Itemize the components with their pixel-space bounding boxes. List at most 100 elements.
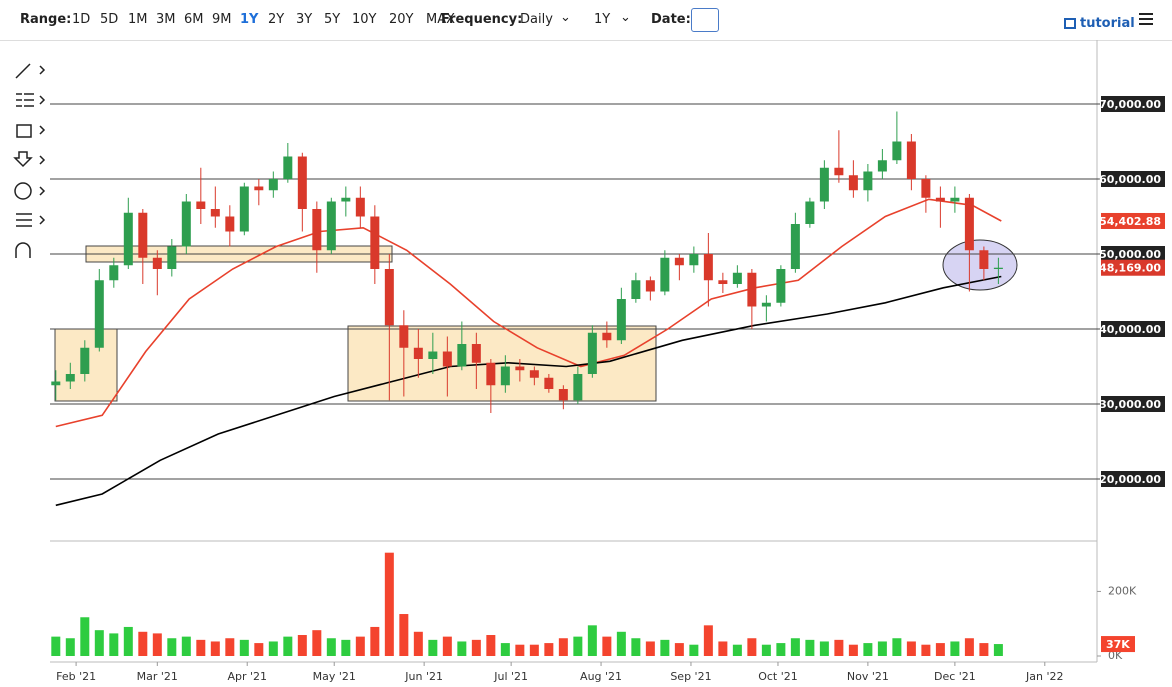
range-button[interactable]: 20Y	[389, 12, 414, 27]
volume-bar	[500, 643, 510, 656]
candle-body	[268, 179, 278, 191]
volume-bar	[906, 641, 916, 656]
candle-body	[123, 212, 133, 266]
chevron: ⌄	[560, 10, 571, 25]
volume-bar	[761, 644, 771, 656]
tool-misc	[16, 186, 46, 227]
chevron: ⌄	[620, 10, 631, 25]
volume-bar	[935, 643, 945, 656]
volume-bar	[544, 643, 554, 656]
candle-body	[674, 257, 684, 266]
x-tick-label: Apr '21	[227, 670, 267, 683]
volume-bar	[877, 641, 887, 656]
tool-fib	[16, 93, 46, 107]
volume-bar	[326, 638, 336, 656]
candle-body	[848, 175, 858, 191]
volume-bar	[167, 638, 177, 656]
tutorial-icon	[1064, 18, 1076, 29]
candle-body	[384, 269, 394, 326]
volume-bar	[413, 631, 423, 656]
volume-bar	[80, 617, 90, 656]
ma-label-bg	[1101, 212, 1165, 229]
candle-body	[355, 197, 365, 217]
range-button[interactable]: 3Y	[296, 12, 313, 27]
left-tools	[13, 63, 46, 258]
tutorial-link[interactable]: tutorial	[1080, 16, 1135, 31]
candle-body	[471, 344, 481, 363]
range-button[interactable]: 1M	[128, 12, 148, 27]
volume-bar	[428, 639, 438, 656]
volume-bar	[747, 638, 757, 656]
y-tick-label-text: 70,000.00	[1099, 98, 1161, 111]
volume-bar	[341, 639, 351, 656]
period-select[interactable]: 1Y	[594, 12, 611, 27]
tool-rect	[16, 124, 46, 138]
candle-body	[892, 141, 902, 161]
candle-body	[51, 381, 61, 386]
moving-average	[55, 275, 1002, 507]
frequency-label: Frequency:	[441, 12, 523, 27]
range-button[interactable]: 9M	[212, 12, 232, 27]
range-button[interactable]: 1D	[72, 12, 91, 27]
y-tick-label-text: 60,000.00	[1099, 173, 1161, 186]
volume-bar	[674, 643, 684, 656]
range-button[interactable]: 1Y	[240, 12, 259, 27]
range-button[interactable]: 5Y	[324, 12, 341, 27]
volume-bar	[718, 641, 728, 656]
frequency-select[interactable]: Daily	[520, 12, 553, 27]
x-tick-label: Feb '21	[56, 670, 96, 683]
volume-bar	[819, 641, 829, 656]
volume-bar	[254, 643, 264, 656]
candle-body	[239, 186, 249, 232]
x-tick-label: Jul '21	[493, 670, 528, 683]
range-button[interactable]: 3M	[156, 12, 176, 27]
y-tick-label-text: 30,000.00	[1099, 398, 1161, 411]
volume-bar	[123, 626, 133, 656]
menu-button[interactable]	[1139, 13, 1153, 25]
candle-body	[442, 351, 452, 367]
volume-bar	[297, 635, 307, 656]
tool-count	[14, 182, 32, 200]
volume-bar	[109, 633, 119, 656]
range-button[interactable]: 6M	[184, 12, 204, 27]
candle-body	[689, 254, 699, 266]
volume-bar	[921, 644, 931, 656]
volume-bar	[196, 639, 206, 656]
ma-label-text: 54,402.88	[1099, 215, 1161, 228]
y-tick-label: 70,000.00	[1099, 96, 1165, 112]
candle-body	[326, 201, 336, 251]
volume-bar	[776, 643, 786, 656]
volume-bar	[65, 638, 75, 656]
range-button[interactable]: MAX	[426, 12, 456, 27]
range-button[interactable]: 10Y	[352, 12, 377, 27]
range-button[interactable]: 5D	[100, 12, 119, 27]
volume-bar	[457, 641, 467, 656]
candle-body	[399, 325, 409, 348]
last-price-label-text: 48,169.00	[1099, 262, 1161, 275]
candle-body	[964, 197, 974, 251]
candle-body	[573, 374, 583, 401]
volume-bar	[355, 636, 365, 656]
candle-body	[732, 272, 742, 284]
volume-bar	[645, 641, 655, 656]
x-tick-label: Aug '21	[580, 670, 622, 683]
candle-body	[312, 209, 322, 251]
volume-bar	[993, 644, 1003, 656]
volume-bar	[442, 636, 452, 656]
candle-body	[529, 370, 539, 378]
volume-bar	[602, 636, 612, 656]
y-tick-label-text: 50,000.00	[1099, 248, 1161, 261]
date-label: Date:	[651, 12, 691, 27]
volume-tick-label: 0K	[1108, 649, 1123, 662]
volume-bar	[587, 625, 597, 656]
range-button[interactable]: 2Y	[268, 12, 285, 27]
last-price-label-bg	[1101, 259, 1165, 276]
toolbar: Range: 1D 5D 1M 3M 6M 9M 1Y 2Y 3Y 5Y 10Y 20Y MAX Fre…	[0, 0, 1172, 41]
candle-body	[500, 366, 510, 386]
y-tick-label: 50,000.00	[1099, 246, 1165, 262]
volume-bar	[979, 643, 989, 656]
candle-body	[718, 280, 728, 284]
date-button[interactable]	[691, 8, 719, 32]
candle-body	[834, 167, 844, 176]
